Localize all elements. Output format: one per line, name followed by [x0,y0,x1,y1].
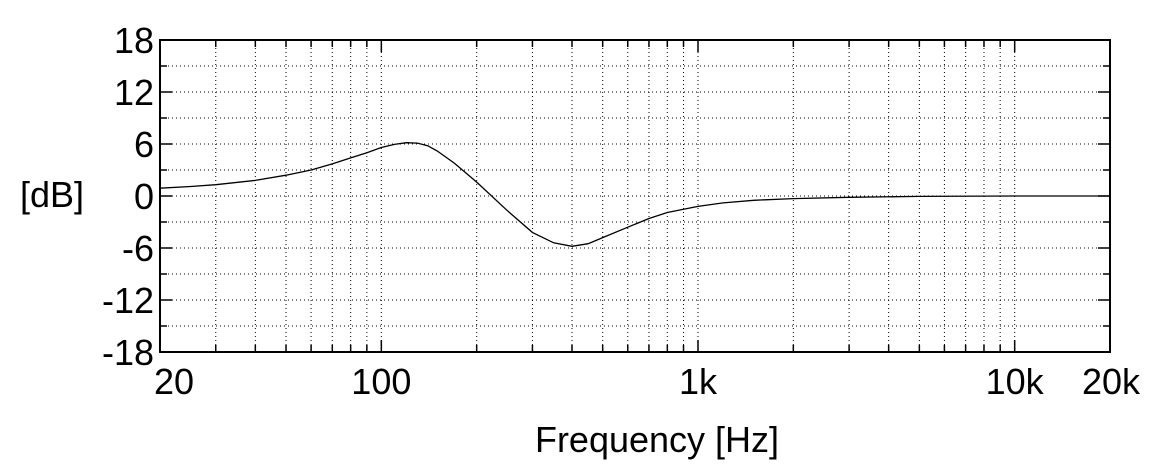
x-tick-labels: 20 100 1k 10k 20k [154,361,1141,402]
y-axis-label: [dB] [20,174,84,215]
axis-ticks [160,40,1110,352]
x-tick-label: 10k [986,361,1045,402]
x-tick-label: 100 [351,361,411,402]
y-tick-label: -12 [102,280,154,321]
x-tick-label: 1k [679,361,718,402]
y-tick-label: 6 [134,124,154,165]
y-tick-label: -18 [102,332,154,373]
y-tick-labels: 18 12 6 0 -6 -12 -18 [102,20,154,373]
y-tick-label: 0 [134,176,154,217]
y-tick-label: -6 [122,228,154,269]
x-tick-label: 20k [1082,361,1141,402]
x-tick-label: 20 [154,361,194,402]
y-tick-label: 12 [114,72,154,113]
x-axis-label: Frequency [Hz] [535,419,779,460]
response-curve [159,142,1110,247]
y-tick-label: 18 [114,20,154,61]
